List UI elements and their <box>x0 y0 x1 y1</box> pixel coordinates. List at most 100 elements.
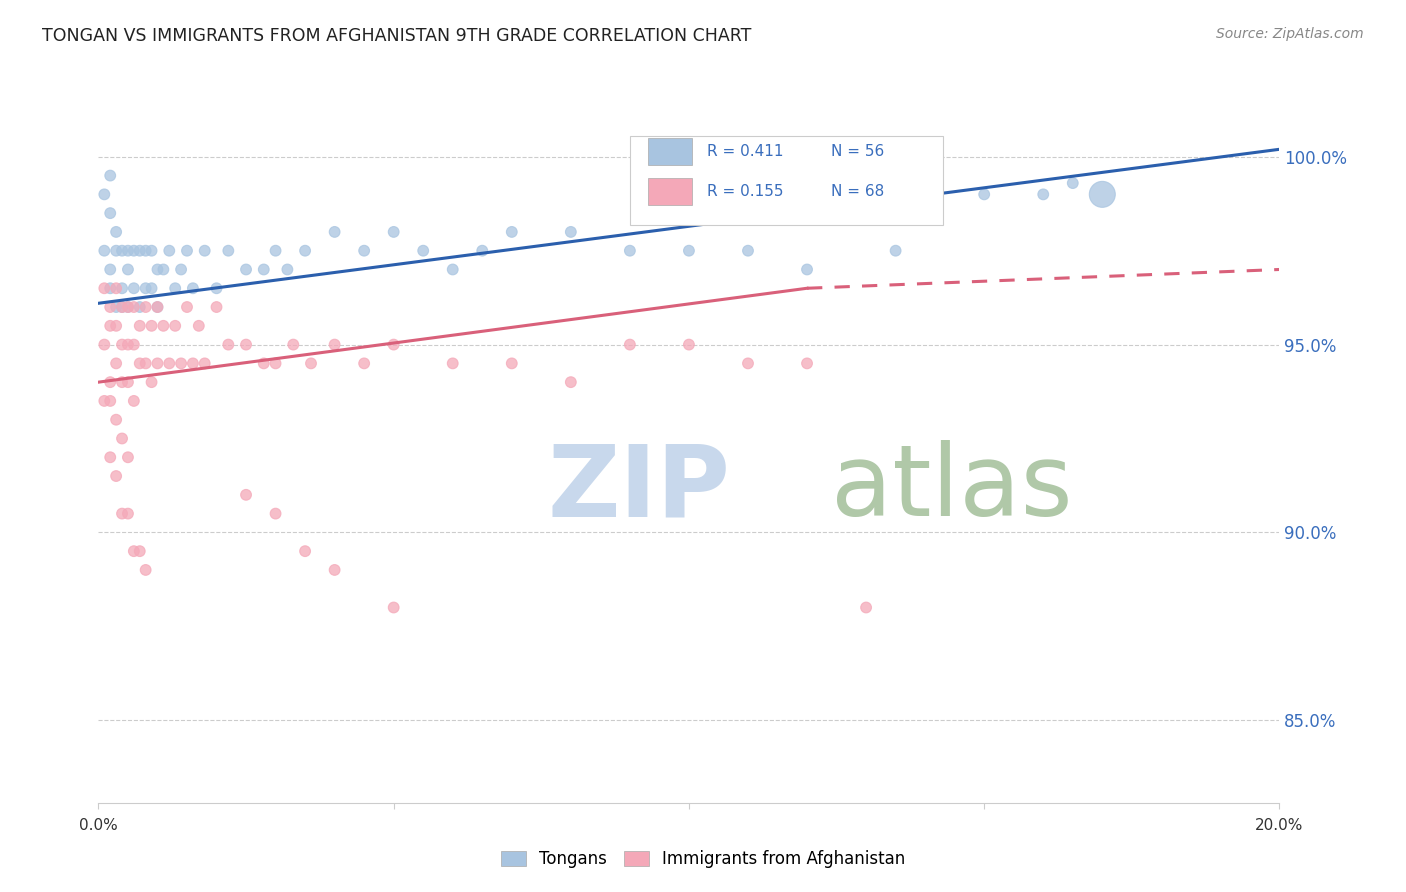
Point <box>111 507 134 521</box>
Point <box>560 225 582 239</box>
Point <box>1032 187 1054 202</box>
Point <box>737 356 759 370</box>
Point <box>128 244 150 258</box>
Point <box>441 262 464 277</box>
Point <box>98 262 121 277</box>
Point <box>111 375 134 389</box>
Point <box>276 262 298 277</box>
Point <box>98 450 121 465</box>
Point <box>471 244 494 258</box>
Text: ZIP: ZIP <box>547 441 730 537</box>
Point <box>382 600 405 615</box>
Point <box>973 187 995 202</box>
Point <box>323 225 346 239</box>
Point <box>122 544 145 558</box>
Point <box>98 318 121 333</box>
Point <box>176 300 198 314</box>
Point <box>619 244 641 258</box>
Point <box>117 450 139 465</box>
Point <box>93 187 115 202</box>
Point <box>105 281 128 295</box>
Point <box>560 375 582 389</box>
Point <box>135 300 157 314</box>
FancyBboxPatch shape <box>648 138 693 165</box>
Point <box>412 244 434 258</box>
Point <box>323 337 346 351</box>
Point <box>235 488 257 502</box>
Point <box>135 563 157 577</box>
Point <box>165 281 187 295</box>
Point <box>619 337 641 351</box>
Point <box>98 281 121 295</box>
Point <box>105 318 128 333</box>
Point <box>128 318 150 333</box>
Point <box>264 244 287 258</box>
Point <box>187 318 209 333</box>
Point <box>135 244 157 258</box>
Point <box>181 356 204 370</box>
Point <box>117 300 139 314</box>
Point <box>146 356 169 370</box>
Point <box>205 300 228 314</box>
FancyBboxPatch shape <box>648 178 693 205</box>
Point <box>501 225 523 239</box>
Text: R = 0.155: R = 0.155 <box>707 184 783 199</box>
Point <box>235 337 257 351</box>
Point <box>135 356 157 370</box>
Point <box>128 300 150 314</box>
Point <box>105 469 128 483</box>
Text: N = 56: N = 56 <box>831 145 884 160</box>
Point <box>122 337 145 351</box>
Point <box>93 281 115 295</box>
Text: 0.0%: 0.0% <box>79 818 118 833</box>
Point <box>796 262 818 277</box>
Point <box>294 544 316 558</box>
Point <box>235 262 257 277</box>
Point <box>128 544 150 558</box>
Text: Source: ZipAtlas.com: Source: ZipAtlas.com <box>1216 27 1364 41</box>
Point <box>93 244 115 258</box>
Point <box>111 244 134 258</box>
Point <box>122 281 145 295</box>
Point <box>353 356 375 370</box>
Point <box>170 356 193 370</box>
Point <box>194 244 217 258</box>
Point <box>194 356 217 370</box>
Text: TONGAN VS IMMIGRANTS FROM AFGHANISTAN 9TH GRADE CORRELATION CHART: TONGAN VS IMMIGRANTS FROM AFGHANISTAN 9T… <box>42 27 752 45</box>
Text: N = 68: N = 68 <box>831 184 884 199</box>
Point <box>117 262 139 277</box>
Point <box>157 356 180 370</box>
Point <box>117 375 139 389</box>
Point <box>181 281 204 295</box>
Point <box>111 281 134 295</box>
Point <box>1062 176 1084 190</box>
Point <box>146 300 169 314</box>
Point <box>157 244 180 258</box>
Point <box>111 300 134 314</box>
Point <box>117 507 139 521</box>
Point <box>323 563 346 577</box>
Point <box>382 337 405 351</box>
Point <box>93 393 115 408</box>
Point <box>217 337 239 351</box>
Text: R = 0.411: R = 0.411 <box>707 145 783 160</box>
Point <box>105 356 128 370</box>
Point <box>93 337 115 351</box>
Point <box>141 375 163 389</box>
Point <box>382 225 405 239</box>
Point <box>253 356 276 370</box>
Point <box>217 244 239 258</box>
Point <box>117 300 139 314</box>
Point <box>111 432 134 446</box>
Text: atlas: atlas <box>831 441 1073 537</box>
Point <box>98 206 121 220</box>
Point <box>678 244 700 258</box>
Point <box>141 244 163 258</box>
Legend: Tongans, Immigrants from Afghanistan: Tongans, Immigrants from Afghanistan <box>494 844 912 875</box>
Point <box>170 262 193 277</box>
Point <box>105 300 128 314</box>
Point <box>152 318 174 333</box>
Point <box>205 281 228 295</box>
Point <box>98 300 121 314</box>
Point <box>111 337 134 351</box>
